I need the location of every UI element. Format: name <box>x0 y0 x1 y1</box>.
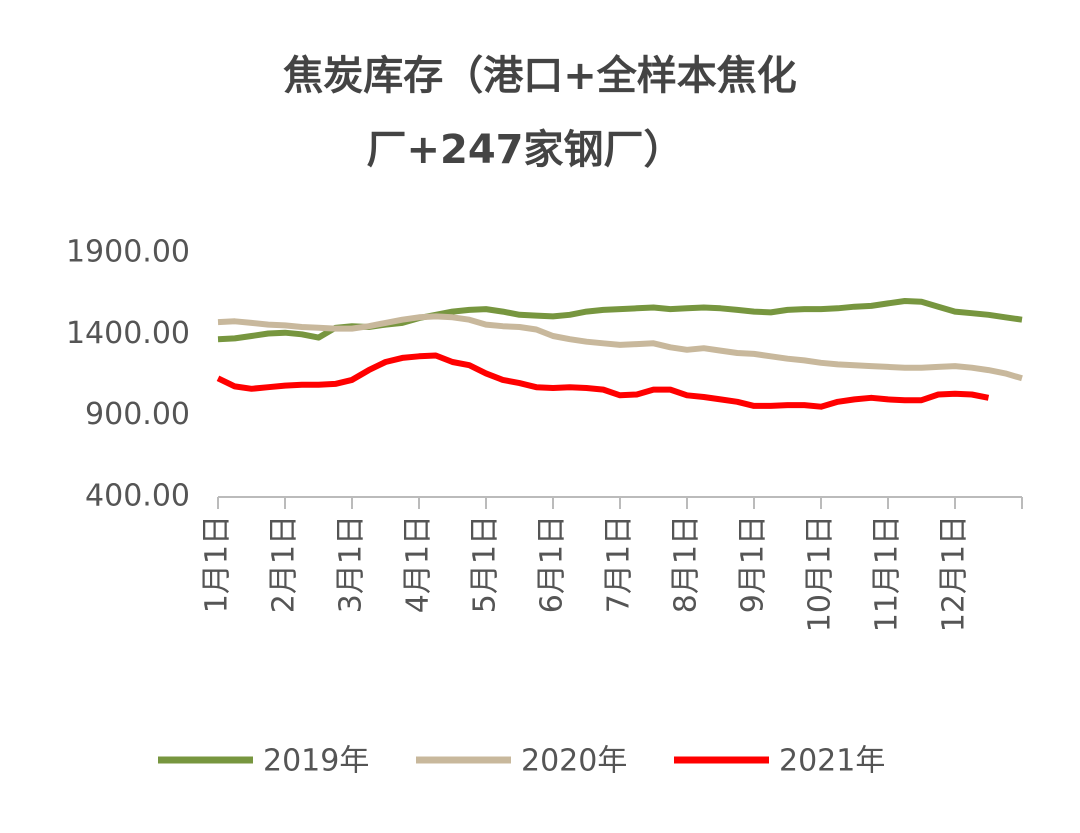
x-tick-label: 10月1日 <box>803 515 838 632</box>
legend-label: 2021年 <box>779 744 885 779</box>
x-tick-label: 11月1日 <box>870 515 905 632</box>
series-line <box>216 352 990 410</box>
x-tick-label: 6月1日 <box>535 515 570 613</box>
x-tick-label: 9月1日 <box>736 515 771 613</box>
y-tick-label: 400.00 <box>85 479 190 514</box>
legend-label: 2020年 <box>521 744 627 779</box>
chart-title: 焦炭库存（港口+全样本焦化 <box>283 53 797 99</box>
x-tick-label: 1月1日 <box>200 515 235 613</box>
series-line <box>217 298 1023 343</box>
y-tick-label: 1400.00 <box>66 316 190 351</box>
x-tick-label: 8月1日 <box>669 515 704 613</box>
series-line <box>217 313 1023 382</box>
y-tick-label: 900.00 <box>85 397 190 432</box>
chart-title: 厂+247家钢厂） <box>366 127 683 173</box>
x-tick-label: 5月1日 <box>468 515 503 613</box>
y-tick-label: 1900.00 <box>66 235 190 270</box>
x-tick-label: 3月1日 <box>334 515 369 613</box>
x-tick-label: 2月1日 <box>267 515 302 613</box>
legend-label: 2019年 <box>263 744 369 779</box>
x-tick-label: 12月1日 <box>937 515 972 632</box>
x-tick-label: 4月1日 <box>401 515 436 613</box>
x-tick-label: 7月1日 <box>602 515 637 613</box>
